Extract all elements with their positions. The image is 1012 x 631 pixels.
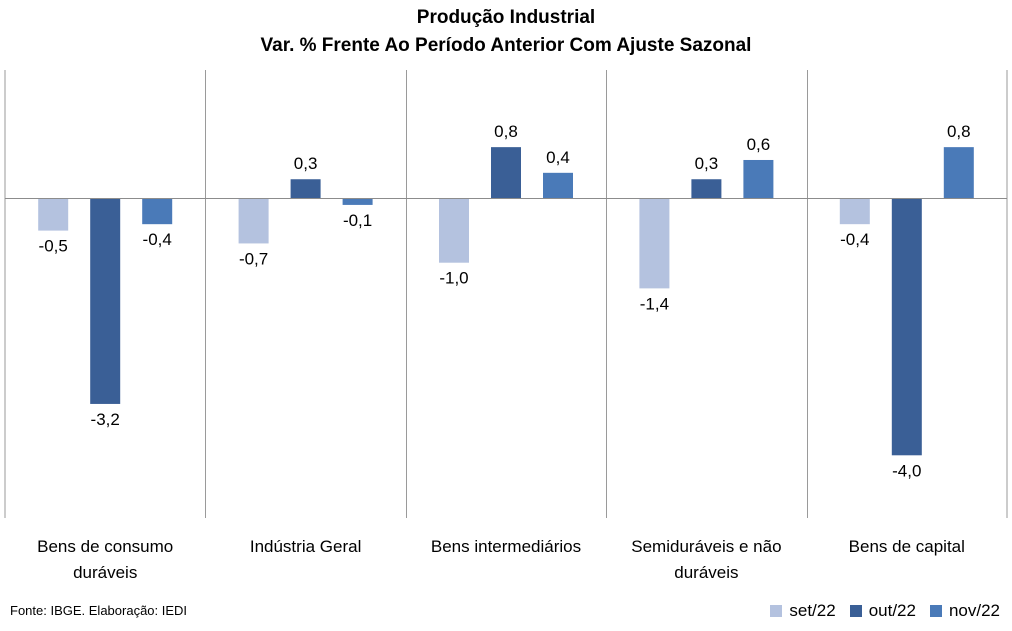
category-label: Bens de capital [849, 537, 965, 556]
data-label: -0,4 [143, 230, 172, 249]
data-label: 0,8 [947, 122, 971, 141]
data-label: -1,4 [640, 294, 669, 313]
data-label: 0,4 [546, 148, 570, 167]
bar [439, 198, 469, 263]
legend-item: nov/22 [929, 601, 1000, 621]
category-label: Bens de consumo [37, 537, 173, 556]
data-label: -0,7 [239, 249, 268, 268]
legend-label: set/22 [789, 601, 836, 620]
data-label: -0,4 [840, 230, 869, 249]
bar [891, 198, 922, 456]
category-label: duráveis [73, 563, 137, 582]
legend-swatch [849, 605, 862, 617]
bar [543, 172, 573, 199]
data-label: -0,5 [39, 237, 68, 256]
data-label: -4,0 [892, 461, 921, 480]
category-label: Semiduráveis e não [631, 537, 781, 556]
legend-item: out/22 [849, 601, 916, 621]
bar [743, 159, 774, 199]
data-label: -1,0 [439, 269, 468, 288]
legend-swatch [770, 605, 783, 617]
bar [290, 179, 321, 199]
bar [491, 147, 521, 199]
legend-item: set/22 [770, 601, 836, 621]
data-label: 0,6 [747, 135, 771, 154]
bar [943, 147, 974, 199]
legend-label: nov/22 [948, 601, 1000, 620]
bar [639, 198, 670, 289]
legend-swatch [929, 605, 942, 617]
chart-title: Produção Industrial [416, 7, 596, 28]
bar [238, 198, 269, 244]
bar [839, 198, 870, 225]
category-label: Indústria Geral [250, 537, 362, 556]
category-label: duráveis [674, 563, 738, 582]
bar [342, 198, 373, 205]
bar [90, 198, 121, 404]
chart-title-block: Produção Industrial Var. % Frente Ao Per… [0, 4, 1012, 60]
data-label: 0,3 [294, 154, 318, 173]
data-label: -0,1 [343, 211, 372, 230]
data-label: 0,8 [494, 122, 518, 141]
data-label: 0,3 [695, 154, 719, 173]
legend-label: out/22 [868, 601, 916, 620]
chart-subtitle: Var. % Frente Ao Período Anterior Com Aj… [260, 35, 752, 56]
source-note: Fonte: IBGE. Elaboração: IEDI [10, 603, 188, 618]
chart-legend: set/22 out/22 nov/22 [756, 601, 1000, 621]
bar [691, 179, 722, 199]
bar [142, 198, 173, 225]
data-label: -3,2 [91, 410, 120, 429]
bar [38, 198, 69, 231]
category-label: Bens intermediários [431, 537, 581, 556]
